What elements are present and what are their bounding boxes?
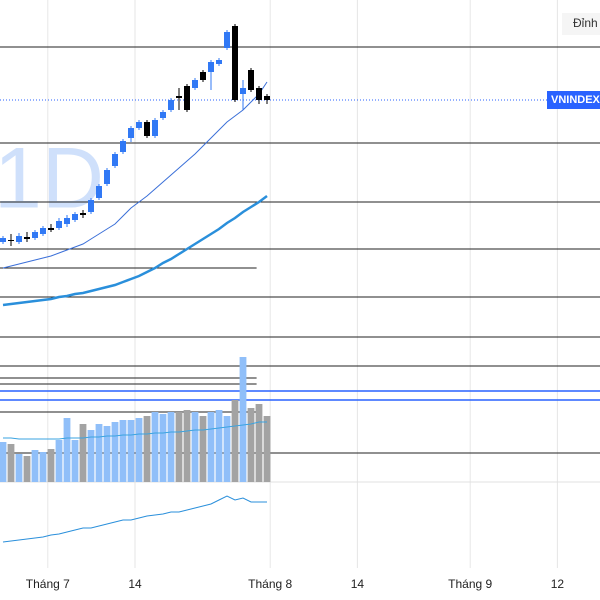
candle-body <box>128 128 134 138</box>
candle-body <box>232 26 238 100</box>
volume-bar <box>247 408 255 482</box>
moving-average-line <box>2 81 268 269</box>
candle-body <box>144 122 150 136</box>
x-tick-label: Tháng 8 <box>248 577 292 591</box>
x-tick-label: Tháng 7 <box>26 577 70 591</box>
volume-bar <box>263 416 271 482</box>
volume-bar <box>199 416 207 482</box>
candle-body <box>184 86 190 110</box>
top-label-box <box>562 13 600 35</box>
volume-bar <box>63 418 71 482</box>
volume-bar <box>239 357 247 482</box>
candle-body <box>160 112 166 118</box>
volume-bar <box>215 410 223 482</box>
volume-bar <box>0 442 7 482</box>
volume-bar <box>87 430 95 482</box>
candle-body <box>72 214 78 220</box>
volume-bar <box>183 410 191 482</box>
candle-body <box>40 228 46 234</box>
candle-body <box>208 62 214 72</box>
candle-body <box>240 88 246 94</box>
candle-body <box>176 96 182 98</box>
candle-body <box>264 96 270 100</box>
x-tick-label: Tháng 9 <box>448 577 492 591</box>
volume-bar <box>143 416 151 482</box>
volume-bar <box>71 440 79 482</box>
candle-body <box>168 100 174 110</box>
volume-bar <box>103 426 111 482</box>
candle-body <box>0 238 6 242</box>
volume-bar <box>127 420 135 482</box>
candle-body <box>32 232 38 238</box>
volume-bar <box>223 416 231 482</box>
candle-body <box>248 70 254 90</box>
candle-body <box>8 240 14 241</box>
candle-body <box>64 218 70 224</box>
volume-bar <box>23 456 31 482</box>
candle-body <box>224 32 230 48</box>
candle-body <box>48 228 54 230</box>
volume-bar <box>47 449 55 482</box>
volume-bar <box>55 440 63 482</box>
candle-body <box>200 72 206 80</box>
x-tick-label: 12 <box>551 577 565 591</box>
volume-bar <box>135 418 143 482</box>
symbol-label: VNINDEX <box>551 94 600 106</box>
candle-body <box>16 236 22 242</box>
candle-body <box>256 88 262 100</box>
candle-body <box>136 122 142 128</box>
volume-bar <box>95 424 103 482</box>
interval-watermark: 1D <box>0 131 104 227</box>
candle-body <box>216 60 222 64</box>
candle-body <box>112 154 118 166</box>
candle-body <box>104 170 110 184</box>
candle-body <box>56 221 62 228</box>
indicator-line <box>2 495 267 543</box>
volume-bar <box>31 450 39 482</box>
candle-body <box>96 186 102 198</box>
candle-body <box>24 237 30 239</box>
volume-bar <box>79 424 87 482</box>
volume-bar <box>255 404 263 482</box>
candle-body <box>152 120 158 136</box>
volume-bar <box>39 452 47 482</box>
volume-ma-line <box>3 421 267 440</box>
candle-body <box>120 141 126 152</box>
symbol-label-box <box>547 91 600 109</box>
candle-body <box>88 200 94 212</box>
candle-body <box>80 213 86 215</box>
volume-bar <box>111 422 119 482</box>
x-tick-label: 14 <box>351 577 365 591</box>
top-label: Đỉnh <box>573 16 598 30</box>
volume-bar <box>175 412 183 482</box>
volume-bar <box>191 412 199 482</box>
volume-bar <box>167 412 175 482</box>
volume-bar <box>15 454 23 482</box>
volume-bar <box>159 414 167 482</box>
volume-bar <box>231 400 239 482</box>
volume-bar <box>119 420 127 482</box>
volume-bar <box>7 444 15 482</box>
volume-bar <box>207 412 215 482</box>
candle-body <box>192 80 198 88</box>
x-tick-label: 14 <box>128 577 142 591</box>
moving-average-line <box>2 195 268 307</box>
volume-bar <box>151 412 159 482</box>
